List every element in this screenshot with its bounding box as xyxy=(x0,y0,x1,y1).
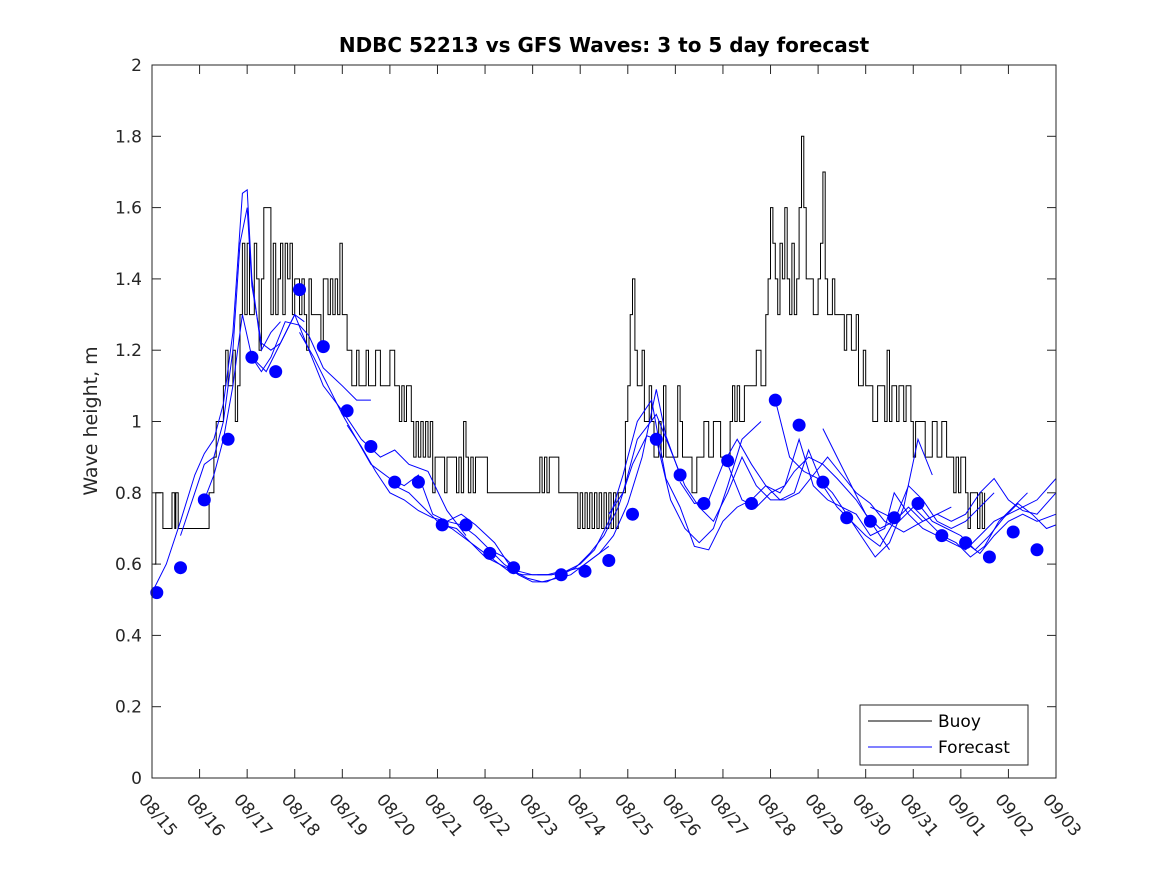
forecast-point-marker xyxy=(1030,543,1044,557)
forecast-point-marker xyxy=(197,493,211,507)
forecast-run-line xyxy=(774,399,933,558)
forecast-point-marker xyxy=(364,440,378,453)
y-tick-label: 0.4 xyxy=(115,626,142,646)
forecast-run-line xyxy=(180,207,305,536)
forecast-run-line xyxy=(151,188,281,593)
forecast-point-marker xyxy=(578,564,592,578)
y-tick-label: 0.2 xyxy=(115,698,142,718)
forecast-point-marker xyxy=(816,475,830,489)
forecast-point-marker xyxy=(293,283,306,297)
forecast-run-line xyxy=(608,413,952,533)
forecast-point-marker xyxy=(340,404,354,418)
forecast-run-line xyxy=(679,438,995,548)
forecast-run-line xyxy=(537,398,890,576)
forecast-point-marker xyxy=(245,350,259,364)
y-axis-label: Wave height, m xyxy=(80,346,102,495)
forecast-point-marker xyxy=(863,514,877,528)
forecast-point-marker xyxy=(697,497,711,510)
buoy-series-line xyxy=(154,135,986,565)
forecast-run-line xyxy=(965,513,1057,555)
forecast-run-line xyxy=(727,437,1057,551)
y-tick-label: 1 xyxy=(131,413,142,433)
forecast-point-marker xyxy=(745,497,758,510)
plot-frame xyxy=(151,64,1057,779)
forecast-point-marker xyxy=(435,518,449,532)
forecast-point-marker xyxy=(1006,525,1020,539)
forecast-point-marker xyxy=(150,586,164,600)
y-tick-label: 1.4 xyxy=(115,270,142,290)
chart-title: NDBC 52213 vs GFS Waves: 3 to 5 day fore… xyxy=(339,33,870,57)
forecast-point-marker xyxy=(554,568,568,582)
forecast-run-line xyxy=(203,314,371,501)
forecast-point-marker xyxy=(602,554,616,567)
forecast-point-marker xyxy=(982,550,996,564)
forecast-point-marker xyxy=(840,511,854,525)
forecast-point-marker xyxy=(721,454,735,468)
forecast-run-line xyxy=(917,502,1057,551)
y-tick-label: 2 xyxy=(131,56,142,76)
forecast-point-marker xyxy=(221,432,235,446)
y-tick-label: 1.8 xyxy=(115,127,142,147)
forecast-point-marker xyxy=(507,561,521,575)
y-tick-label: 0 xyxy=(131,769,142,789)
forecast-point-marker xyxy=(269,365,283,379)
plot-series xyxy=(150,135,1057,600)
forecast-point-marker xyxy=(388,475,402,489)
forecast-point-marker xyxy=(459,518,473,532)
y-tick-label: 0.8 xyxy=(115,484,142,504)
forecast-point-marker xyxy=(887,511,901,525)
forecast-point-marker xyxy=(673,468,687,482)
y-tick-label: 0.6 xyxy=(115,555,142,575)
y-tick-label: 1.2 xyxy=(115,341,142,361)
legend-forecast-label: Forecast xyxy=(938,738,1010,758)
forecast-point-marker xyxy=(626,507,639,521)
forecast-run-line xyxy=(251,313,467,536)
forecast-point-marker xyxy=(316,340,330,354)
y-tick-label: 1.6 xyxy=(115,199,142,219)
forecast-point-marker xyxy=(411,475,425,489)
legend-box xyxy=(859,704,1029,766)
legend-buoy-label: Buoy xyxy=(938,712,981,732)
forecast-point-marker xyxy=(768,393,782,407)
forecast-point-marker xyxy=(959,536,973,550)
forecast-point-marker xyxy=(792,418,806,432)
forecast-point-marker xyxy=(174,561,187,575)
forecast-point-marker xyxy=(911,497,925,510)
y-axis-ticks: 0 0.2 0.4 0.6 0.8 1 1.2 1.4 1.6 1.8 2 xyxy=(115,56,1056,789)
legend: Buoy Forecast xyxy=(859,704,1029,766)
forecast-run-line xyxy=(822,428,1057,530)
forecast-point-marker xyxy=(483,546,497,560)
forecast-point-marker xyxy=(935,529,949,543)
forecast-run-line xyxy=(346,424,562,576)
forecast-point-marker xyxy=(649,432,663,446)
